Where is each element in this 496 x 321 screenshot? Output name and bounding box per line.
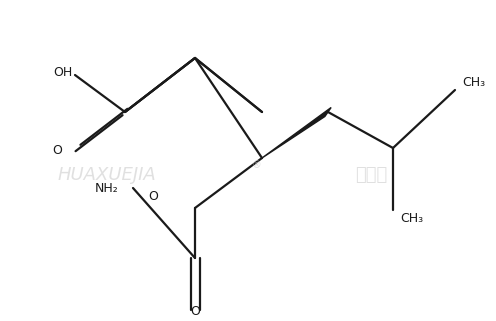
Text: 化学加: 化学加 xyxy=(355,166,387,184)
Text: OH: OH xyxy=(53,65,72,79)
Text: ®: ® xyxy=(252,160,262,170)
Text: O: O xyxy=(190,305,200,318)
Text: HUAXUEJIA: HUAXUEJIA xyxy=(58,166,157,184)
Text: CH₃: CH₃ xyxy=(400,212,423,224)
Polygon shape xyxy=(262,108,331,158)
Text: O: O xyxy=(52,143,62,157)
Text: CH₃: CH₃ xyxy=(462,75,485,89)
Text: O: O xyxy=(148,190,158,204)
Text: NH₂: NH₂ xyxy=(94,181,118,195)
